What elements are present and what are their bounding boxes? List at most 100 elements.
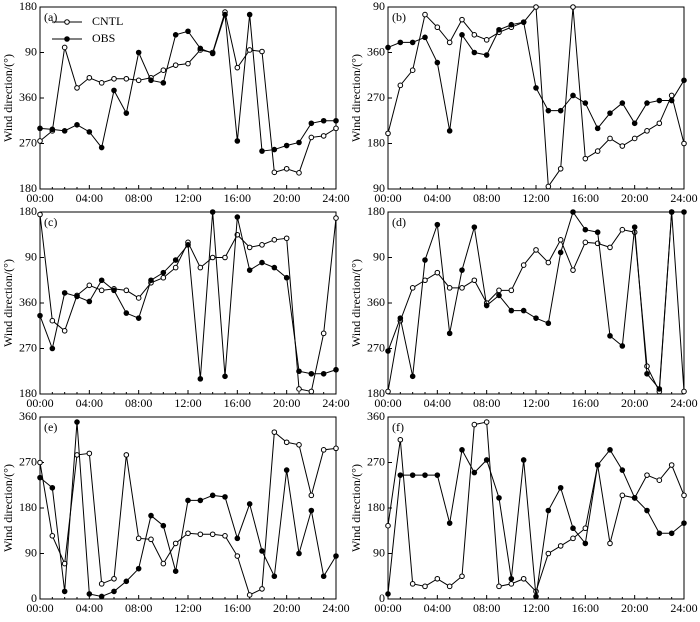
data-point <box>320 370 327 377</box>
data-point <box>86 129 93 135</box>
series-line <box>39 10 337 174</box>
data-point <box>283 274 290 281</box>
x-tick-label: 24:00 <box>670 191 697 205</box>
data-point <box>308 370 315 377</box>
data-point <box>333 445 339 452</box>
data-point <box>681 388 687 395</box>
data-point <box>135 49 142 56</box>
data-point <box>545 183 552 190</box>
data-point <box>668 530 675 537</box>
data-point <box>631 224 638 230</box>
data-point <box>308 388 315 395</box>
data-point <box>61 328 68 334</box>
data-point <box>135 565 142 572</box>
data-point <box>49 317 56 324</box>
y-axis-label: Wind direction/(°) <box>1 464 15 552</box>
data-point <box>422 34 428 41</box>
data-point <box>446 39 453 46</box>
data-point <box>271 146 278 153</box>
data-point <box>557 237 564 243</box>
x-tick-label: 12:00 <box>174 191 201 205</box>
data-point <box>271 264 278 271</box>
data-point <box>385 44 391 51</box>
data-point <box>520 19 527 25</box>
data-point <box>681 209 687 215</box>
data-point <box>135 77 142 84</box>
data-point <box>172 32 179 38</box>
data-point <box>74 121 80 128</box>
y-tick-label: 0 <box>31 591 37 605</box>
y-tick-label: 270 <box>19 340 37 354</box>
data-point <box>644 100 650 106</box>
data-point <box>656 477 663 483</box>
data-point <box>61 128 68 134</box>
data-point <box>644 472 650 478</box>
data-point <box>459 32 465 38</box>
y-tick-label: 90 <box>25 44 37 58</box>
data-point <box>422 11 428 18</box>
panel-label: (a) <box>44 10 57 24</box>
data-point <box>582 239 589 246</box>
data-point <box>74 419 80 425</box>
data-point <box>197 531 204 538</box>
data-point <box>619 492 626 499</box>
data-point <box>98 581 105 587</box>
data-point <box>222 254 228 261</box>
data-point <box>459 16 465 23</box>
x-tick-label: 08:00 <box>125 191 152 205</box>
data-point <box>246 47 253 53</box>
data-point <box>607 244 613 251</box>
y-tick-label: 0 <box>379 591 385 605</box>
data-point <box>61 44 68 51</box>
data-point <box>172 264 179 271</box>
data-point <box>296 386 302 392</box>
data-point <box>172 540 179 547</box>
x-tick-label: 04:00 <box>424 396 451 410</box>
data-point <box>533 315 539 321</box>
data-point <box>446 583 453 590</box>
legend-marker <box>64 36 70 42</box>
data-point <box>135 295 142 301</box>
x-tick-label: 20:00 <box>621 601 648 615</box>
legend-label: OBS <box>92 31 115 45</box>
data-point <box>385 591 391 597</box>
data-point <box>397 39 404 46</box>
x-tick-label: 08:00 <box>473 191 500 205</box>
series-line <box>39 422 337 597</box>
panel-label: (d) <box>392 215 406 229</box>
data-point <box>61 290 68 296</box>
data-point <box>111 75 117 82</box>
data-point <box>508 581 515 587</box>
data-point <box>209 531 216 538</box>
data-point <box>397 472 404 478</box>
y-tick-label: 270 <box>19 454 37 468</box>
data-point <box>148 77 154 84</box>
data-point <box>533 247 539 253</box>
data-point <box>283 467 290 473</box>
x-tick-label: 16:00 <box>224 396 251 410</box>
data-point <box>49 484 56 491</box>
panel-label: (e) <box>44 420 57 434</box>
x-tick-label: 24:00 <box>670 601 697 615</box>
data-point <box>135 535 142 542</box>
plot-frame <box>39 6 337 190</box>
y-tick-label: 360 <box>367 409 385 423</box>
data-point <box>123 287 130 294</box>
data-point <box>446 520 453 526</box>
y-axis-label: Wind direction/(°) <box>1 259 15 347</box>
data-point <box>594 148 601 154</box>
x-tick-label: 24:00 <box>670 396 697 410</box>
data-point <box>385 348 391 354</box>
data-point <box>570 525 576 532</box>
x-tick-label: 08:00 <box>473 601 500 615</box>
data-point <box>483 37 490 43</box>
data-point <box>123 310 130 316</box>
data-point <box>234 138 241 144</box>
data-point <box>459 267 465 273</box>
data-point <box>234 553 241 559</box>
data-point <box>283 165 290 172</box>
data-point <box>619 467 626 473</box>
data-point <box>483 52 490 58</box>
data-point <box>259 586 265 592</box>
